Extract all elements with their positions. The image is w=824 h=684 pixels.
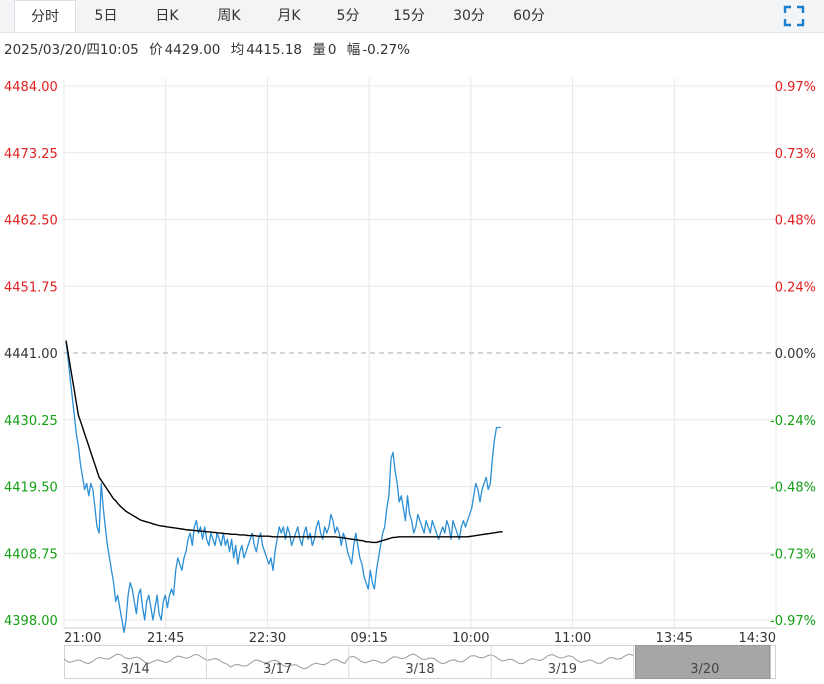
- tab-30-min[interactable]: 30分: [453, 8, 485, 24]
- y-tick-label: 4441.00: [4, 347, 58, 362]
- x-tick-label: 10:00: [452, 631, 489, 646]
- tab-daily-k[interactable]: 日K: [155, 8, 179, 24]
- x-tick-label: 21:00: [64, 631, 101, 646]
- y-tick-label: 4473.25: [4, 147, 58, 162]
- pct-tick-label: 0.73%: [775, 147, 816, 162]
- pct-tick-label: -0.73%: [770, 547, 816, 562]
- x-tick-label: 11:00: [554, 631, 591, 646]
- change-value: -0.27%: [362, 42, 410, 58]
- y-tick-label: 4408.75: [4, 547, 58, 562]
- volume-value: 0: [327, 42, 337, 58]
- x-tick-label: 22:30: [249, 631, 286, 646]
- navigator-date-label: 3/19: [548, 662, 577, 677]
- period-tab-bar: 分时 5日 日K 周K 月K 5分 15分 30分 60分: [0, 0, 824, 33]
- volume-label: 量: [312, 42, 326, 58]
- x-tick-label: 21:45: [147, 631, 184, 646]
- navigator-date-label: 3/20: [690, 662, 719, 677]
- fullscreen-icon[interactable]: [782, 4, 806, 28]
- pct-tick-label: 0.97%: [775, 80, 816, 95]
- price-value: 4429.00: [164, 42, 221, 58]
- pct-tick-label: 0.48%: [775, 214, 816, 229]
- avg-line: [65, 340, 503, 544]
- tab-5-min[interactable]: 5分: [336, 8, 360, 24]
- avg-label: 均: [230, 42, 245, 58]
- y-tick-label: 4398.00: [4, 614, 58, 629]
- pct-tick-label: 0.00%: [775, 347, 816, 362]
- pct-tick-label: 0.24%: [775, 280, 816, 295]
- navigator-date-label: 3/17: [263, 662, 292, 677]
- y-tick-label: 4451.75: [4, 280, 58, 295]
- price-line: [65, 340, 501, 634]
- tab-weekly-k[interactable]: 周K: [217, 8, 241, 24]
- quote-datetime: 2025/03/20/四10:05: [4, 42, 139, 58]
- y-tick-label: 4430.25: [4, 414, 58, 429]
- y-tick-label: 4462.50: [4, 214, 58, 229]
- navigator-date-label: 3/18: [405, 662, 434, 677]
- tab-15-min[interactable]: 15分: [393, 8, 425, 24]
- navigator-date-label: 3/14: [121, 662, 150, 677]
- y-tick-label: 4484.00: [4, 80, 58, 95]
- tab-60-min[interactable]: 60分: [513, 8, 545, 24]
- x-tick-label: 14:30: [739, 631, 776, 646]
- pct-tick-label: -0.24%: [770, 414, 816, 429]
- pct-tick-label: -0.48%: [770, 481, 816, 496]
- navigator-canvas: 3/14 3/17 3/18 3/19 3/20: [64, 645, 771, 679]
- y-tick-label: 4419.50: [4, 481, 58, 496]
- pct-tick-label: -0.97%: [770, 614, 816, 629]
- tab-monthly-k[interactable]: 月K: [277, 8, 301, 24]
- avg-value: 4415.18: [246, 42, 303, 58]
- tab-5-day[interactable]: 5日: [94, 8, 118, 24]
- x-tick-label: 13:45: [656, 631, 693, 646]
- price-label: 价: [149, 42, 163, 58]
- change-label: 幅: [346, 42, 361, 58]
- navigator-selection: [635, 645, 771, 679]
- x-tick-label: 09:15: [350, 631, 387, 646]
- tab-intraday[interactable]: 分时: [14, 0, 76, 32]
